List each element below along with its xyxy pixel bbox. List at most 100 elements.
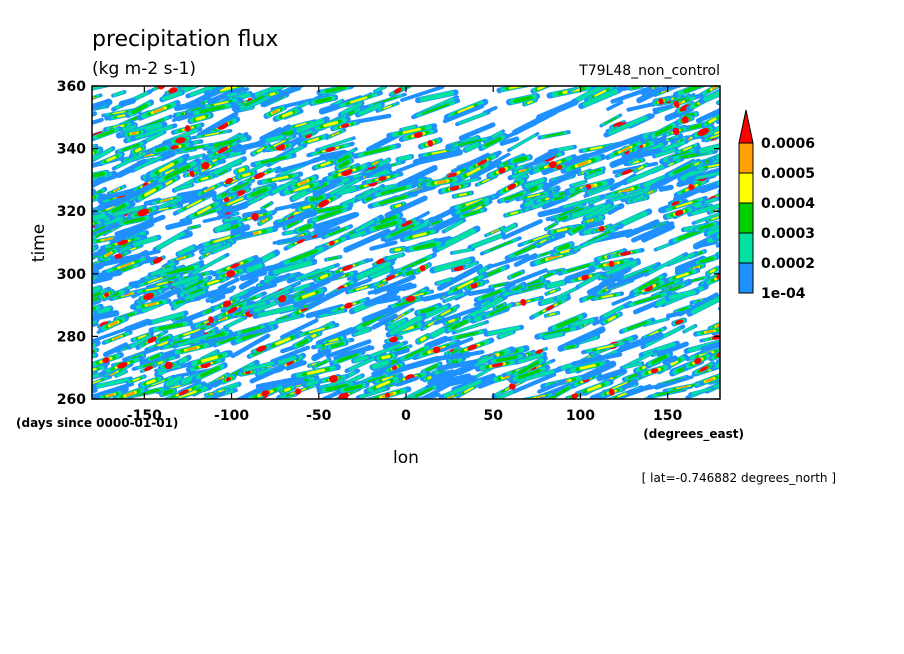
precip-streak (92, 188, 94, 192)
precip-streak (605, 138, 646, 160)
precip-streak (280, 318, 319, 340)
precip-streak (129, 234, 162, 248)
y-tick-label: 340 (57, 142, 86, 158)
precip-streak (522, 97, 538, 107)
colorbar-swatch (738, 202, 754, 234)
precip-streak (658, 139, 689, 153)
precip-streak (205, 116, 241, 136)
precip-streak (431, 372, 446, 380)
precip-streak (496, 329, 516, 340)
precip-streak (318, 103, 339, 115)
precip-streak (462, 141, 482, 153)
precip-streak (693, 253, 720, 267)
precip-streak (230, 224, 251, 236)
precip-streak (513, 253, 538, 267)
precip-streak (198, 230, 246, 249)
precip-streak (601, 135, 641, 153)
precip-streak (212, 221, 234, 234)
precip-streak (274, 200, 309, 212)
precip-streak (60, 295, 89, 302)
precip-streak (605, 187, 655, 204)
precip-streak (427, 363, 475, 387)
precip-streak (244, 262, 265, 274)
precip-streak (434, 277, 454, 286)
precip-streak (723, 382, 750, 393)
precip-streak (334, 90, 383, 110)
precip-streak (187, 224, 202, 231)
precip-streak (116, 158, 148, 178)
precip-streak (451, 320, 490, 335)
precip-streak (640, 326, 667, 341)
latitude-footnote: [ lat=-0.746882 degrees_north ] (642, 471, 836, 485)
precip-streak (383, 361, 406, 374)
precip-streak (239, 269, 268, 282)
precip-streak (412, 149, 464, 166)
precip-streak (400, 86, 445, 103)
precip-streak (571, 352, 623, 366)
precip-streak (313, 270, 335, 283)
precip-streak (294, 322, 340, 339)
precip-streak (133, 283, 173, 295)
precip-streak (97, 246, 120, 262)
precip-streak (97, 389, 125, 399)
precip-streak (316, 86, 354, 96)
x-tick-label: 100 (566, 408, 595, 424)
precip-streak (705, 265, 720, 277)
precip-streak (282, 217, 304, 231)
precip-streak (662, 205, 696, 220)
precip-streak (355, 385, 391, 399)
precip-streak (101, 108, 137, 118)
precip-streak (181, 190, 217, 204)
precip-streak (564, 266, 596, 282)
precip-streak (123, 318, 151, 332)
precip-streak (664, 267, 701, 284)
precip-streak (97, 151, 125, 167)
precip-streak (515, 189, 553, 202)
precip-streak (534, 235, 553, 247)
precip-streak (478, 132, 509, 152)
precip-streak (118, 97, 136, 107)
precip-streak (486, 253, 530, 270)
precip-streak (267, 258, 318, 277)
x-tick-label: -100 (214, 408, 249, 424)
precip-streak (163, 374, 184, 388)
colorbar-label: 1e-04 (761, 286, 806, 302)
precip-streak (257, 171, 304, 186)
precip-streak (590, 291, 625, 302)
precip-streak (560, 153, 606, 174)
precip-streak (237, 166, 282, 186)
precip-streak (250, 152, 297, 168)
precip-streak (134, 182, 166, 203)
precip-streak (272, 234, 313, 245)
precip-streak (170, 122, 205, 135)
precip-streak (413, 262, 432, 275)
precip-streak (719, 302, 720, 304)
y-axis-label: time (29, 224, 49, 262)
precip-streak (462, 294, 508, 322)
colorbar-label: 0.0003 (761, 226, 815, 242)
precip-streak (437, 181, 472, 195)
precip-streak (643, 188, 658, 197)
precip-streak (623, 290, 673, 309)
precip-streak (158, 287, 182, 300)
precip-streak (607, 203, 625, 215)
precip-streak (112, 220, 155, 243)
precip-streak (321, 224, 354, 240)
y-axis-ticks: 260 280 300 320 340 360 (57, 79, 720, 408)
colorbar-swatch (738, 232, 754, 264)
precip-streak (304, 193, 329, 204)
precip-streak (688, 386, 715, 397)
precip-streak (367, 285, 394, 295)
precip-streak (211, 295, 243, 312)
x-tick-label: 50 (483, 408, 503, 424)
precip-streak (537, 379, 567, 394)
precip-streak (384, 195, 428, 219)
precip-streak (287, 174, 319, 191)
precip-streak (255, 124, 292, 147)
precip-streak (292, 117, 328, 135)
precip-streak (660, 195, 708, 214)
precip-streak (186, 350, 233, 368)
precip-streak (564, 186, 587, 201)
precip-streak (148, 194, 185, 206)
